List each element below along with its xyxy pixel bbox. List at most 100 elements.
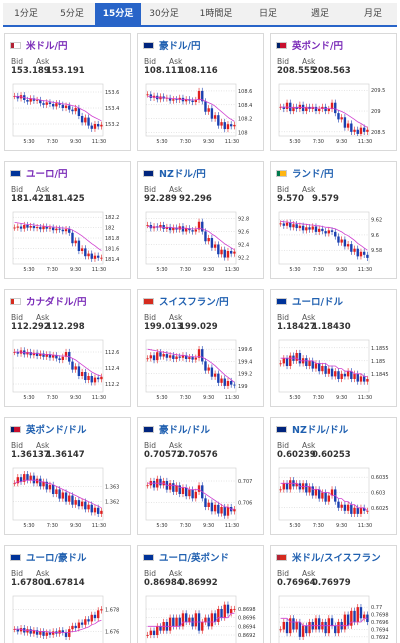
candle-body: [289, 618, 292, 634]
pair-name[interactable]: ユーロ/ドル: [292, 297, 343, 308]
candle-body: [213, 115, 217, 119]
ask-label: Ask: [169, 57, 183, 66]
candle-body: [321, 492, 324, 499]
candle-body: [77, 366, 81, 376]
candle-body: [324, 106, 327, 112]
pair-name[interactable]: NZドル/ドル: [292, 425, 349, 436]
mini-chart: 92.8 92.6 92.4 92.2 5:30 7:30 9:30 11:30: [144, 210, 260, 274]
candle-body: [159, 478, 162, 486]
candle-body: [353, 373, 356, 379]
tab-weekly[interactable]: 週足: [310, 9, 329, 19]
currency-card[interactable]: 英ポンド/円 Bid Ask 208.555 208.563 209.5 209 208.5 5…: [270, 33, 397, 151]
pair-name[interactable]: 豪ドル/ドル: [159, 425, 210, 436]
currency-card[interactable]: 英ポンド/ドル Bid Ask 1.36137 1.36147 1.363 1.362 5:3…: [4, 417, 131, 535]
currency-card[interactable]: スイスフラン/円 Bid Ask 199.013 199.029 199.6 199.4 19…: [137, 289, 264, 407]
tab-1hour[interactable]: 1時間足: [199, 9, 233, 19]
bid-value: 1.67800: [11, 578, 50, 588]
tab-1min[interactable]: 1分足: [14, 9, 38, 19]
x-tick-label: 5:30: [289, 395, 300, 401]
pair-name[interactable]: NZドル/円: [159, 169, 206, 180]
pair-name[interactable]: ユーロ/豪ドル: [26, 553, 87, 564]
candle-body: [279, 363, 282, 365]
pair-name[interactable]: 英ポンド/ドル: [26, 425, 87, 436]
currency-card[interactable]: 米ドル/スイスフラン Bid Ask 0.76964 0.76979 0.77 0.7698…: [270, 545, 397, 643]
candle-body: [181, 487, 185, 494]
candle-body: [87, 117, 90, 126]
plot-frame: [278, 211, 370, 265]
candle-body: [172, 483, 175, 492]
pair-name[interactable]: ユーロ/英ポンド: [159, 553, 229, 564]
x-tick-label: 9:30: [336, 139, 347, 145]
candle-body: [80, 622, 84, 625]
candle-body: [175, 617, 178, 627]
tab-monthly[interactable]: 月足: [363, 9, 382, 19]
candle-body: [146, 485, 149, 487]
candle-body: [26, 474, 29, 481]
candle-body: [191, 489, 194, 499]
flag-icon: [143, 169, 154, 177]
pair-name[interactable]: カナダドル/円: [26, 297, 87, 308]
pair-name[interactable]: 英ポンド/円: [292, 41, 343, 52]
pair-name[interactable]: ユーロ/円: [26, 169, 68, 180]
candle-body: [285, 222, 289, 226]
candle-body: [64, 105, 68, 108]
candle-body: [362, 376, 366, 382]
currency-card[interactable]: ユーロ/円 Bid Ask 181.421 181.425 182.2 182 181.8 18…: [4, 161, 131, 279]
candle-body: [96, 377, 100, 380]
candle-body: [298, 225, 302, 229]
candle-body: [330, 230, 334, 232]
mini-chart: 1.363 1.362 5:30 7:30 9:30 11:30: [11, 466, 127, 530]
y-tick-label: 209: [371, 109, 381, 115]
currency-card[interactable]: ユーロ/豪ドルBidAsk1.678001.678141.6781.6765:3…: [4, 545, 131, 643]
x-tick-label: 11:30: [92, 267, 106, 273]
plot-frame: [278, 83, 370, 137]
candle-body: [93, 124, 97, 129]
candle-body: [146, 635, 149, 636]
candle-body: [362, 614, 366, 619]
currency-card[interactable]: NZドル/円 Bid Ask 92.289 92.296 92.8 92.6 92.4 92.2…: [137, 161, 264, 279]
candle-body: [340, 117, 343, 120]
candle-body: [308, 360, 311, 366]
candle-body: [314, 489, 318, 496]
candle-body: [298, 104, 302, 109]
currency-card[interactable]: 豪ドル/円 Bid Ask 108.111 108.116 108.6 108.4 108.2…: [137, 33, 264, 151]
tab-5min[interactable]: 5分足: [60, 9, 84, 19]
pair-name[interactable]: 米ドル/スイスフラン: [292, 553, 381, 564]
candle-body: [327, 495, 331, 502]
pair-name[interactable]: 豪ドル/円: [159, 41, 201, 52]
currency-card[interactable]: ランド/円 Bid Ask 9.570 9.579 9.62 9.6 9.58 5:30 7:30…: [270, 161, 397, 279]
currency-card[interactable]: カナダドル/円 Bid Ask 112.292 112.298 112.6 112.4 112…: [4, 289, 131, 407]
candle-body: [168, 355, 172, 358]
tab-15min[interactable]: 15分足: [95, 3, 141, 25]
currency-card[interactable]: ユーロ/ドル Bid Ask 1.18427 1.18430 1.1855 1.185 1.1…: [270, 289, 397, 407]
candle-body: [74, 366, 77, 370]
quote-values: 0.76964 0.76979: [277, 578, 351, 588]
tab-daily[interactable]: 日足: [258, 9, 277, 19]
tab-30min[interactable]: 30分足: [149, 9, 179, 19]
candle-body: [233, 251, 236, 254]
quote-labels: Bid Ask: [11, 569, 61, 578]
plot-frame: [145, 339, 237, 393]
x-tick-label: 11:30: [358, 267, 372, 273]
pair-name[interactable]: ランド/円: [292, 169, 334, 180]
candle-body: [359, 251, 363, 257]
candle-body: [217, 504, 220, 514]
candle-body: [100, 257, 103, 259]
candle-body: [207, 238, 210, 242]
pair-name[interactable]: スイスフラン/円: [159, 297, 229, 308]
pair-name[interactable]: 米ドル/円: [26, 41, 68, 52]
candle-body: [74, 240, 77, 244]
currency-card[interactable]: 豪ドル/ドル Bid Ask 0.70572 0.70576 0.707 0.706 5:30…: [137, 417, 264, 535]
candle-body: [204, 101, 207, 112]
currency-card[interactable]: ユーロ/英ポンド Bid Ask 0.86984 0.86992 0.8698 0.8696…: [137, 545, 264, 643]
candle-body: [330, 102, 334, 109]
candle-body: [346, 123, 350, 128]
currency-card[interactable]: 米ドル/円 Bid Ask 153.189 153.191 153.6 153.4 153.2…: [4, 33, 131, 151]
y-tick-label: 181.8: [105, 236, 119, 242]
currency-card[interactable]: NZドル/ドル Bid Ask 0.60239 0.60253 0.6035 0.603 0.…: [270, 417, 397, 535]
quote-values: 108.111 108.116: [144, 66, 218, 76]
candle-body: [162, 354, 165, 357]
x-tick-label: 11:30: [92, 395, 106, 401]
candle-body: [194, 613, 198, 627]
